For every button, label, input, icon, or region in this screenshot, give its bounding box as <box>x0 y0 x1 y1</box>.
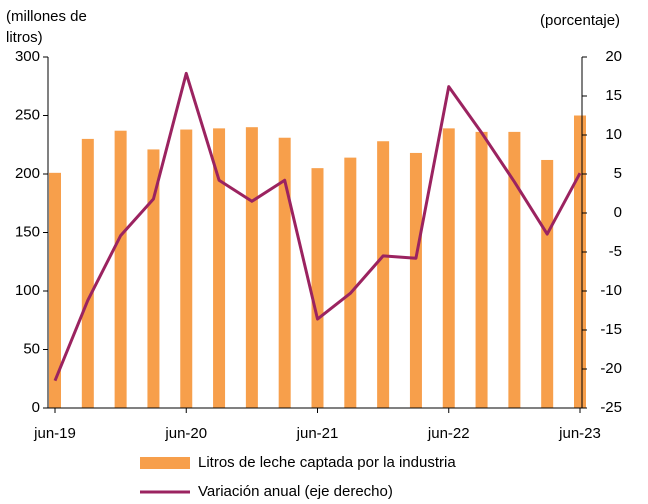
y-tick-label: 250 <box>15 106 40 123</box>
y-tick-label: 200 <box>15 165 40 182</box>
x-tick-label: jun-21 <box>296 425 339 442</box>
y2-axis-title: (porcentaje) <box>540 12 621 29</box>
y2-tick-label: 5 <box>614 165 622 182</box>
x-tick-label: jun-20 <box>164 425 207 442</box>
y2-tick-label: -10 <box>600 282 622 299</box>
bar <box>377 141 390 409</box>
y2-tick-label: -5 <box>609 243 622 260</box>
bar <box>49 172 61 408</box>
legend-label: Litros de leche captada por la industria <box>198 454 456 471</box>
x-tick-label: jun-23 <box>558 425 601 442</box>
y2-tick-label: 0 <box>614 204 622 221</box>
bar <box>213 128 226 408</box>
bar <box>147 149 160 408</box>
bar <box>344 157 357 408</box>
bar <box>180 129 193 409</box>
x-tick-label: jun-19 <box>33 425 76 442</box>
y2-tick-label: 15 <box>605 87 622 104</box>
y-tick-label: 50 <box>23 340 40 357</box>
bar <box>508 131 521 408</box>
legend-swatch <box>140 457 190 469</box>
bar <box>114 130 127 408</box>
legend-label: Variación anual (eje derecho) <box>198 483 393 500</box>
x-tick-label: jun-22 <box>427 425 470 442</box>
y-tick-label: 300 <box>15 48 40 65</box>
y2-tick-label: -15 <box>600 321 622 338</box>
y2-tick-label: -25 <box>600 399 622 416</box>
y-tick-label: 100 <box>15 282 40 299</box>
bar <box>475 131 488 408</box>
line <box>53 71 582 382</box>
bar <box>311 168 324 408</box>
bar <box>278 137 291 409</box>
y2-tick-label: 10 <box>605 126 622 143</box>
bar <box>574 115 586 408</box>
bar <box>409 152 422 408</box>
bar <box>245 127 258 408</box>
bar <box>442 128 455 408</box>
y2-tick-label: -20 <box>600 360 622 377</box>
bar <box>541 159 554 408</box>
bar <box>81 138 94 408</box>
y-tick-label: 0 <box>32 399 40 416</box>
y-axis-title: (millones de litros) <box>6 8 87 46</box>
y-tick-label: 150 <box>15 223 40 240</box>
y2-tick-label: 20 <box>605 48 622 65</box>
